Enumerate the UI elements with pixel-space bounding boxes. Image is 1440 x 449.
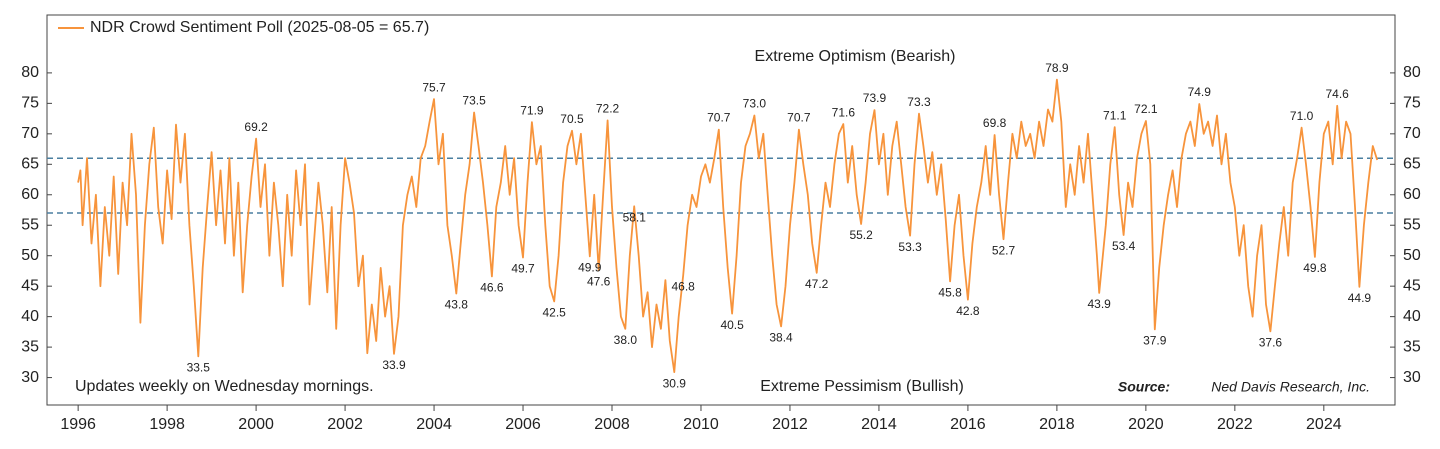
data-label: 37.9 [1143, 334, 1167, 348]
x-tick-label: 2002 [327, 416, 363, 433]
data-label: 42.8 [956, 304, 980, 318]
y2-tick-label: 65 [1403, 156, 1421, 173]
top-note: Extreme Optimism (Bearish) [755, 48, 956, 65]
x-tick-label: 2022 [1217, 416, 1253, 433]
data-label: 53.4 [1112, 239, 1136, 253]
data-label: 44.9 [1348, 291, 1372, 305]
data-label: 40.5 [720, 318, 744, 332]
y-tick-label: 75 [21, 95, 39, 112]
data-label: 73.5 [462, 94, 486, 108]
y-tick-label: 45 [21, 277, 39, 294]
x-tick-label: 2014 [861, 416, 897, 433]
data-label: 71.9 [520, 103, 544, 117]
data-label: 52.7 [992, 243, 1016, 257]
data-label: 46.8 [672, 279, 696, 293]
data-label: 70.7 [707, 111, 731, 125]
update-note: Updates weekly on Wednesday mornings. [75, 378, 374, 395]
data-label: 70.7 [787, 111, 811, 125]
x-tick-label: 2020 [1128, 416, 1164, 433]
data-label: 72.1 [1134, 102, 1158, 116]
x-tick-label: 2008 [594, 416, 630, 433]
x-tick-label: 1998 [149, 416, 185, 433]
y2-tick-label: 55 [1403, 216, 1421, 233]
data-label: 70.5 [560, 112, 584, 126]
y-tick-label: 65 [21, 156, 39, 173]
sentiment-line [77, 78, 1379, 373]
y2-tick-label: 70 [1403, 125, 1421, 142]
source: Ned Davis Research, Inc. [1211, 379, 1370, 395]
x-tick-label: 2004 [416, 416, 452, 433]
data-label: 49.8 [1303, 261, 1327, 275]
data-label: 71.1 [1103, 108, 1127, 122]
y2-tick-label: 40 [1403, 308, 1421, 325]
data-label: 74.9 [1188, 85, 1212, 99]
y2-tick-label: 50 [1403, 247, 1421, 264]
data-label: 75.7 [422, 80, 446, 94]
data-label: 74.6 [1325, 87, 1349, 101]
y2-tick-label: 45 [1403, 277, 1421, 294]
data-label: 69.8 [983, 116, 1007, 130]
data-label: 73.9 [863, 91, 887, 105]
data-label: 71.0 [1290, 109, 1314, 123]
bottom-note: Extreme Pessimism (Bullish) [760, 378, 964, 395]
y2-tick-label: 80 [1403, 64, 1421, 81]
y2-tick-label: 30 [1403, 369, 1421, 386]
x-tick-label: 2012 [772, 416, 808, 433]
data-label: 49.9 [578, 260, 602, 274]
data-label: 49.7 [511, 262, 535, 276]
y2-tick-label: 75 [1403, 95, 1421, 112]
plot-frame [46, 14, 1396, 406]
data-label: 47.6 [587, 275, 611, 289]
data-label: 33.9 [382, 358, 406, 372]
data-label: 46.6 [480, 281, 504, 295]
data-label: 33.5 [187, 360, 211, 374]
data-label: 38.4 [769, 331, 793, 345]
legend-label: NDR Crowd Sentiment Poll (2025-08-05 = 6… [90, 19, 429, 36]
source-label: Source: [1118, 379, 1170, 395]
data-label: 69.2 [244, 120, 268, 134]
data-label: 43.9 [1087, 297, 1111, 311]
data-label: 73.3 [907, 95, 931, 109]
y-tick-label: 80 [21, 64, 39, 81]
y-tick-label: 55 [21, 216, 39, 233]
data-label: 71.6 [832, 105, 856, 119]
data-label: 42.5 [542, 306, 566, 320]
x-tick-label: 2024 [1306, 416, 1342, 433]
y2-tick-label: 35 [1403, 338, 1421, 355]
data-label: 55.2 [849, 228, 873, 242]
x-tick-label: 2010 [683, 416, 719, 433]
y2-tick-label: 60 [1403, 186, 1421, 203]
data-label: 37.6 [1259, 335, 1283, 349]
data-label: 47.2 [805, 277, 829, 291]
y-tick-label: 40 [21, 308, 39, 325]
data-label: 58.1 [623, 211, 647, 225]
y-tick-label: 50 [21, 247, 39, 264]
x-tick-label: 2006 [505, 416, 541, 433]
data-label: 45.8 [938, 285, 962, 299]
x-tick-label: 1996 [60, 416, 96, 433]
x-tick-label: 2000 [238, 416, 274, 433]
data-label: 30.9 [663, 376, 687, 390]
data-label: 53.3 [898, 240, 922, 254]
data-label: 72.2 [596, 102, 620, 116]
x-tick-label: 2018 [1039, 416, 1075, 433]
x-tick-label: 2016 [950, 416, 986, 433]
y-tick-label: 70 [21, 125, 39, 142]
data-label: 38.0 [614, 333, 638, 347]
y-tick-label: 35 [21, 338, 39, 355]
data-label: 78.9 [1045, 61, 1069, 75]
data-label: 73.0 [743, 97, 767, 111]
y-tick-label: 30 [21, 369, 39, 386]
y-tick-label: 60 [21, 186, 39, 203]
data-label: 43.8 [445, 298, 469, 312]
